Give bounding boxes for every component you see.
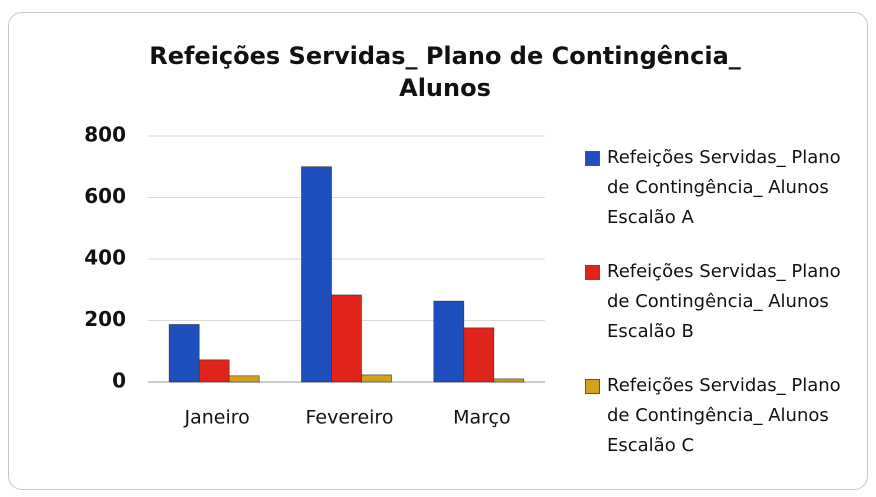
bar: [301, 166, 332, 383]
bar: [168, 324, 200, 383]
legend-swatch: [585, 265, 600, 280]
legend-label: Refeições Servidas_ Plano de Contingênci…: [607, 375, 841, 456]
legend-label: Refeições Servidas_ Plano de Contingênci…: [607, 261, 841, 342]
bar: [228, 375, 260, 383]
x-tick-label: Março: [453, 407, 511, 429]
x-tick-label: Janeiro: [184, 407, 250, 429]
bar: [331, 294, 362, 383]
legend-item: Refeições Servidas_ Plano de Contingênci…: [583, 371, 868, 461]
chart-title: Refeições Servidas_ Plano de Contingênci…: [149, 42, 741, 102]
y-tick-label: 400: [84, 246, 126, 270]
bar: [361, 374, 392, 383]
bar: [198, 359, 230, 383]
legend-item: Refeições Servidas_ Plano de Contingênci…: [583, 257, 868, 347]
y-tick-label: 0: [112, 369, 126, 393]
legend-label: Refeições Servidas_ Plano de Contingênci…: [607, 147, 841, 228]
bar: [493, 378, 525, 383]
y-tick-label: 600: [84, 184, 126, 208]
legend-item: Refeições Servidas_ Plano de Contingênci…: [583, 143, 868, 233]
legend-swatch: [585, 379, 600, 394]
chart-frame: [8, 12, 868, 490]
y-tick-label: 200: [84, 307, 126, 331]
legend-swatch: [585, 151, 600, 166]
y-tick-label: 800: [84, 123, 126, 147]
x-tick-label: Fevereiro: [306, 407, 394, 429]
bar: [463, 327, 495, 383]
bar: [433, 300, 465, 383]
